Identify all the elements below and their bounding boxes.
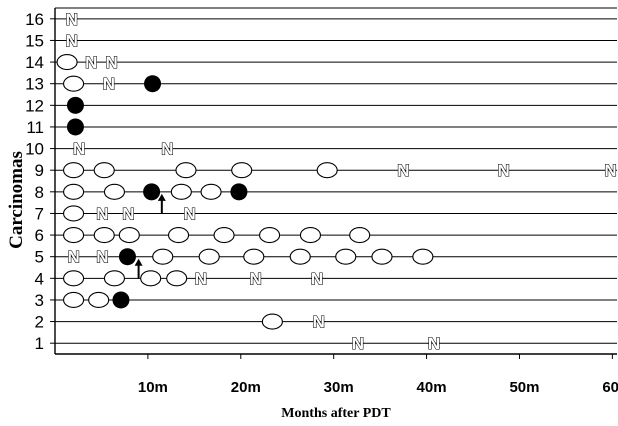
open-ellipse-marker <box>63 270 85 287</box>
x-tick-label: 10m <box>138 379 168 396</box>
open-ellipse-marker <box>167 227 190 244</box>
filled-circle-marker <box>118 248 136 266</box>
n-marker: N <box>85 53 97 72</box>
n-marker: N <box>73 140 85 159</box>
y-tick-label: 14 <box>25 53 44 72</box>
y-tick-label: 1 <box>35 334 44 353</box>
open-ellipse-marker <box>93 162 115 179</box>
n-marker: N <box>103 75 115 94</box>
n-marker: N <box>66 10 78 29</box>
open-ellipse-marker <box>88 291 110 308</box>
open-ellipse-marker <box>175 162 197 179</box>
n-marker: N <box>122 204 134 223</box>
filled-circle-marker <box>112 291 130 309</box>
data-points: N NNN N NN NN N NN N NN NNN NNN <box>56 9 617 354</box>
open-ellipse-marker <box>103 183 126 200</box>
n-marker: N <box>498 161 510 180</box>
filled-circle-marker <box>144 75 162 93</box>
open-ellipse-marker <box>261 313 283 330</box>
open-ellipse-marker <box>412 248 434 265</box>
open-ellipse-marker <box>103 270 126 287</box>
y-tick-label: 3 <box>35 291 44 310</box>
n-marker: N <box>428 334 440 353</box>
n-marker: N <box>106 53 118 72</box>
y-axis-title: Carcinomas <box>6 151 27 249</box>
open-ellipse-marker <box>118 227 140 244</box>
open-ellipse-marker <box>349 227 371 244</box>
x-tick-label: 30m <box>324 379 354 396</box>
open-ellipse-marker <box>243 248 265 265</box>
open-ellipse-marker <box>63 162 85 179</box>
y-tick-label: 6 <box>35 226 44 245</box>
y-tick-label: 4 <box>35 269 44 288</box>
open-ellipse-marker <box>63 227 85 244</box>
y-tick-label: 12 <box>25 96 44 115</box>
y-tick-label: 11 <box>26 118 44 137</box>
open-ellipse-marker <box>198 248 220 265</box>
open-ellipse-marker <box>200 183 222 200</box>
arrow-head <box>157 193 166 201</box>
n-marker: N <box>397 161 409 180</box>
n-marker: N <box>96 204 108 223</box>
open-ellipse-marker <box>259 227 281 244</box>
filled-circle-marker <box>66 96 84 114</box>
open-ellipse-marker <box>140 270 162 287</box>
open-ellipse-marker <box>63 291 85 308</box>
x-tick-label: 60m <box>602 379 618 396</box>
arrow-marker <box>134 258 143 279</box>
n-marker: N <box>195 269 207 288</box>
y-tick-label: 5 <box>35 248 44 267</box>
arrow-head <box>134 258 143 266</box>
open-ellipse-marker <box>335 248 357 265</box>
arrow-marker <box>157 193 166 214</box>
open-ellipse-marker <box>231 162 253 179</box>
y-tick-label: 16 <box>25 10 44 29</box>
gridlines <box>50 7 617 344</box>
open-ellipse-marker <box>213 227 235 244</box>
n-marker: N <box>604 161 616 180</box>
x-tick-label: 50m <box>509 379 539 396</box>
open-ellipse-marker <box>289 248 311 265</box>
x-tick-labels: 10m 20m 30m 40m 50m 60m <box>138 354 618 396</box>
filled-circle-marker <box>143 183 161 201</box>
n-marker: N <box>352 334 364 353</box>
y-tick-label: 10 <box>25 140 44 159</box>
x-tick-label: 40m <box>417 379 447 396</box>
open-ellipse-marker <box>63 183 85 200</box>
open-ellipse-marker <box>166 270 188 287</box>
open-ellipse-marker <box>56 54 78 71</box>
open-ellipse-marker <box>170 183 192 200</box>
n-marker: N <box>96 248 108 267</box>
y-tick-label: 13 <box>25 75 44 94</box>
filled-circle-marker <box>66 118 84 136</box>
filled-circle-marker <box>230 183 248 201</box>
y-tick-label: 15 <box>25 31 44 50</box>
open-ellipse-marker <box>299 227 322 244</box>
n-marker: N <box>66 31 78 50</box>
x-tick-label: 20m <box>231 379 261 396</box>
open-ellipse-marker <box>63 75 85 92</box>
open-ellipse-marker <box>316 162 338 179</box>
y-tick-label: 9 <box>35 161 44 180</box>
x-axis-title: Months after PDT <box>281 406 391 421</box>
y-tick-label: 7 <box>35 204 44 223</box>
arrows <box>134 193 166 279</box>
n-marker: N <box>184 204 196 223</box>
n-marker: N <box>161 140 173 159</box>
open-ellipse-marker <box>63 205 85 222</box>
n-marker: N <box>313 313 325 332</box>
n-marker: N <box>250 269 262 288</box>
axes <box>54 8 617 355</box>
y-tick-label: 8 <box>35 183 44 202</box>
n-marker: N <box>311 269 323 288</box>
open-ellipse-marker <box>93 227 115 244</box>
y-tick-label: 2 <box>35 313 44 332</box>
open-ellipse-marker <box>371 248 393 265</box>
open-ellipse-marker <box>152 248 174 265</box>
n-marker: N <box>67 248 79 267</box>
